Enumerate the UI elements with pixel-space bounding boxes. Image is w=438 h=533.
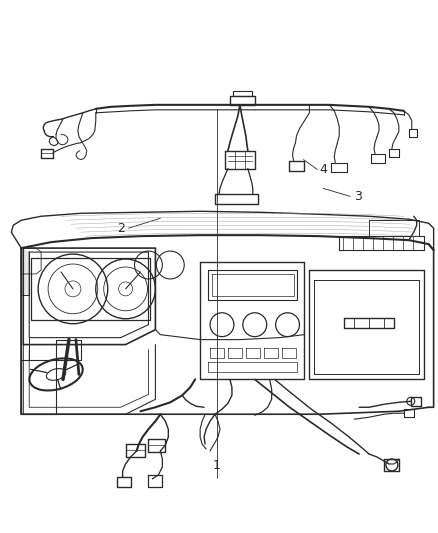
Polygon shape bbox=[21, 248, 29, 295]
Text: 4: 4 bbox=[319, 163, 327, 176]
Text: 2: 2 bbox=[117, 222, 124, 235]
Text: 1: 1 bbox=[213, 459, 221, 472]
Text: 3: 3 bbox=[354, 190, 362, 203]
